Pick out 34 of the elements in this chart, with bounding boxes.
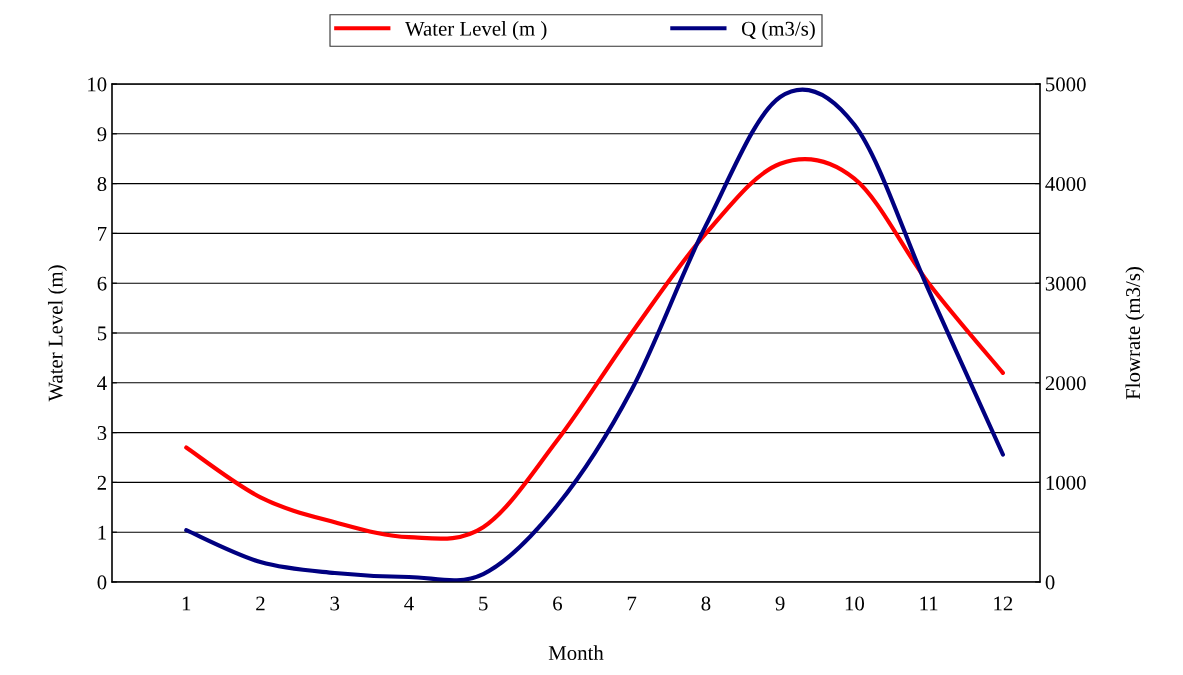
y2-tick-label: 4000 [1045, 176, 1086, 192]
y2-tick-label: 3000 [1045, 276, 1086, 291]
y-tick-label: 10 [88, 77, 107, 92]
x-tick-label: 11 [920, 596, 938, 611]
legend-label: Q (m3/s) [741, 21, 815, 41]
x-axis-title: Month [548, 645, 604, 660]
y-tick-label: 3 [97, 426, 107, 441]
y2-tick-label: 0 [1045, 575, 1055, 590]
x-tick-label: 3 [330, 596, 340, 611]
legend-label: Water Level (m ) [405, 21, 547, 41]
x-tick-label: 2 [256, 596, 265, 611]
y-axis-title: Water Level (m) [47, 265, 67, 402]
y-tick-label: 9 [97, 127, 107, 142]
y-tick-label: 8 [97, 176, 107, 192]
y2-tick-label: 1000 [1046, 475, 1086, 490]
y-tick-label: 0 [97, 575, 107, 590]
x-tick-label: 12 [994, 596, 1013, 611]
y2-tick-label: 2000 [1045, 376, 1086, 391]
y-tick-label: 6 [97, 276, 107, 291]
y-tick-label: 1 [98, 525, 106, 540]
x-tick-label: 8 [701, 596, 711, 611]
x-tick-label: 7 [627, 596, 637, 611]
x-tick-label: 1 [182, 596, 191, 611]
y-tick-label: 4 [97, 376, 107, 391]
y-tick-label: 2 [97, 475, 106, 490]
y-tick-label: 7 [98, 226, 107, 241]
y2-axis-title: Flowrate (m3/s) [1125, 267, 1145, 400]
x-tick-label: 6 [553, 596, 563, 611]
y2-tick-label: 5000 [1046, 77, 1086, 92]
x-tick-label: 9 [775, 596, 785, 611]
x-tick-label: 10 [845, 596, 865, 611]
x-tick-label: 4 [404, 596, 414, 611]
x-tick-label: 5 [479, 596, 488, 611]
y-tick-label: 5 [97, 326, 107, 341]
